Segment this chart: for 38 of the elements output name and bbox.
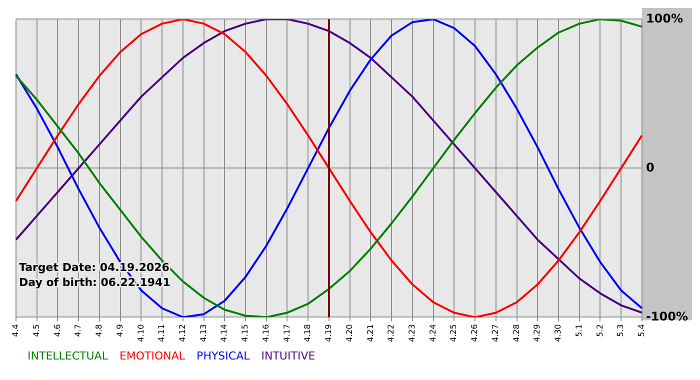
x-tick-label: 4.18 xyxy=(303,324,312,342)
x-tick-label: 4.14 xyxy=(220,324,229,342)
text: INTELLECTUAL xyxy=(28,349,109,362)
x-tick-label: 4.23 xyxy=(408,324,417,342)
x-tick-label: 4.6 xyxy=(52,324,62,337)
x-tick-label: 5.2 xyxy=(595,324,604,337)
x-tick-label: 4.8 xyxy=(94,324,104,337)
x-tick-label: 4.22 xyxy=(386,324,396,342)
y-tick-label: 0 xyxy=(646,160,654,174)
x-tick-label: 4.15 xyxy=(240,324,250,342)
x-tick-label: 4.12 xyxy=(178,324,187,342)
x-tick-label: 4.10 xyxy=(136,324,146,342)
x-tick-label: 4.4 xyxy=(11,324,20,337)
x-tick-label: 4.27 xyxy=(490,324,500,342)
x-tick-label: 4.5 xyxy=(32,324,41,337)
x-tick-label: 4.21 xyxy=(366,324,375,342)
x-tick-label: 4.30 xyxy=(554,324,563,342)
x-tick-label: 5.4 xyxy=(637,324,646,337)
x-tick-label: 5.3 xyxy=(616,324,626,337)
y-tick-label: 100% xyxy=(646,11,684,26)
text: EMOTIONAL xyxy=(119,349,186,362)
x-tick-label: 4.13 xyxy=(198,324,208,342)
text: INTUITIVE xyxy=(261,349,316,362)
x-tick-label: 4.29 xyxy=(532,324,542,342)
x-tick-label: 4.19 xyxy=(324,324,334,342)
y-tick-label: -100% xyxy=(646,309,688,324)
x-tick-label: 4.20 xyxy=(344,324,354,342)
x-tick-label: 4.7 xyxy=(74,324,83,337)
x-tick-label: 4.17 xyxy=(282,324,292,342)
x-tick-label: 4.26 xyxy=(470,324,480,342)
x-tick-label: 4.25 xyxy=(449,324,458,342)
x-tick-label: 4.11 xyxy=(157,324,166,342)
x-tick-label: 4.16 xyxy=(261,324,270,342)
x-tick-label: 4.28 xyxy=(512,324,521,342)
x-tick-label: 4.24 xyxy=(428,324,438,342)
text: PHYSICAL xyxy=(196,349,251,362)
x-tick-label: 4.9 xyxy=(115,324,124,337)
x-tick-label: 5.1 xyxy=(574,324,584,337)
